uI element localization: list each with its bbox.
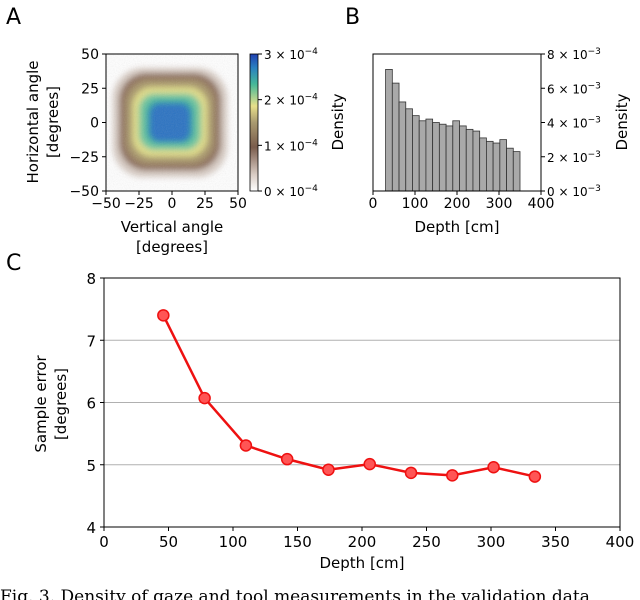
panel-c-xtick-label: 350 bbox=[541, 533, 570, 551]
panel-a-xlabel-unit: [degrees] bbox=[136, 238, 208, 256]
colorbar-tick-label: 3 × 10−4 bbox=[264, 47, 318, 62]
colorbar-ticks: 0 × 10−4 1 × 10−4 2 × 10−4 3 × 10−4 bbox=[258, 47, 318, 199]
panel-c-ytick-label: 5 bbox=[86, 457, 96, 475]
histogram-bar bbox=[472, 130, 481, 192]
panel-c-ylabel: Sample error bbox=[32, 355, 50, 453]
panel-b-ytick-label: 4 × 10−3 bbox=[547, 116, 601, 131]
colorbar-tick-label: 1 × 10−4 bbox=[264, 138, 318, 153]
sample-error-line bbox=[162, 314, 536, 478]
histogram-bar bbox=[438, 123, 447, 192]
sample-error-point bbox=[363, 457, 376, 471]
sample-error-point bbox=[198, 391, 211, 405]
histogram-bar bbox=[465, 128, 474, 192]
sample-error-point bbox=[404, 466, 418, 480]
panel-a-xtick-label: −50 bbox=[91, 196, 121, 212]
histogram-bar bbox=[512, 151, 521, 192]
histogram-bar bbox=[445, 125, 454, 192]
histogram-bar bbox=[418, 120, 427, 192]
panel-b-ytick-label: 6 × 10−3 bbox=[547, 81, 601, 96]
panel-c-gridlines bbox=[104, 339, 620, 466]
sample-error-point bbox=[322, 463, 335, 476]
panel-c-xtick-label: 50 bbox=[159, 533, 178, 551]
panel-a-ytick-label: 50 bbox=[81, 47, 99, 63]
panel-b-ytick-label: 2 × 10−3 bbox=[547, 150, 601, 165]
panel-a-xtick-label: 50 bbox=[229, 196, 247, 212]
panel-b-letter: B bbox=[345, 5, 360, 30]
panel-c-ylabel-unit: [degrees] bbox=[52, 368, 70, 440]
histogram-bar bbox=[499, 139, 507, 192]
panel-b-xtick-label: 200 bbox=[444, 196, 471, 212]
panel-a-xtick-label: −25 bbox=[124, 196, 154, 212]
heatmap-noise bbox=[106, 54, 238, 191]
histogram-bars bbox=[385, 69, 521, 192]
sample-error-point bbox=[446, 469, 459, 482]
panel-b-ytick-label: 8 × 10−3 bbox=[547, 47, 601, 62]
colorbar-tick-label: 0 × 10−4 bbox=[264, 184, 318, 199]
panel-c-axes: 0 50 100 150 200 250 300 350 400 4 5 6 7 8 bbox=[86, 270, 634, 551]
panel-c-xtick-label: 300 bbox=[477, 533, 506, 551]
panel-a-letter: A bbox=[6, 5, 21, 30]
panel-a-ylabel-unit: [degrees] bbox=[44, 86, 62, 158]
panel-a-ytick-label: 25 bbox=[81, 81, 99, 97]
panel-c-ytick-label: 8 bbox=[86, 270, 96, 288]
histogram-bar bbox=[425, 118, 434, 192]
histogram-bar bbox=[405, 108, 413, 192]
figure-caption: Fig. 3. Density of gaze and tool measure… bbox=[0, 587, 590, 600]
panel-b-xtick-label: 400 bbox=[528, 196, 555, 212]
panel-c-xtick-label: 0 bbox=[99, 533, 109, 551]
panel-b-xlabel: Depth [cm] bbox=[414, 218, 499, 236]
sample-error-series bbox=[157, 309, 542, 483]
panel-b-xtick-label: 300 bbox=[486, 196, 513, 212]
panel-a-ytick-label: −25 bbox=[69, 150, 99, 166]
histogram-bar bbox=[391, 82, 400, 192]
panel-c-line-chart: C 0 50 100 150 200 250 300 350 400 4 5 6 7 8 Depth [c… bbox=[6, 251, 634, 572]
histogram-bar bbox=[485, 140, 494, 192]
histogram-bar bbox=[398, 101, 407, 192]
histogram-bar bbox=[492, 142, 501, 192]
panel-a-xtick-label: 0 bbox=[168, 196, 177, 212]
histogram-bar bbox=[432, 122, 440, 192]
panel-a-xtick-label: 25 bbox=[196, 196, 214, 212]
panel-c-xlabel: Depth [cm] bbox=[319, 554, 404, 572]
sample-error-point bbox=[239, 439, 253, 452]
histogram-bar bbox=[385, 69, 393, 192]
panel-b-xtick-label: 0 bbox=[369, 196, 378, 212]
colorbar-tick-label: 2 × 10−4 bbox=[264, 93, 318, 108]
histogram-bar bbox=[412, 115, 420, 192]
panel-c-xtick-label: 400 bbox=[606, 533, 635, 551]
histogram-bar bbox=[506, 147, 514, 192]
panel-c-letter: C bbox=[6, 251, 21, 276]
panel-c-xtick-label: 150 bbox=[283, 533, 312, 551]
panel-a-xlabel: Vertical angle bbox=[121, 218, 224, 236]
panel-b-ylabel: Density bbox=[613, 93, 631, 150]
panel-c-xtick-label: 200 bbox=[348, 533, 377, 551]
colorbar-label: Density bbox=[329, 93, 347, 150]
panel-c-xtick-label: 250 bbox=[412, 533, 441, 551]
colorbar bbox=[249, 53, 259, 192]
panel-c-ytick-label: 6 bbox=[86, 395, 96, 413]
panel-c-xtick-label: 100 bbox=[219, 533, 248, 551]
panel-b-ytick-label: 0 × 10−3 bbox=[547, 184, 601, 199]
histogram-bar bbox=[452, 120, 460, 192]
sample-error-point bbox=[528, 470, 542, 483]
histogram-bar bbox=[479, 137, 487, 192]
panel-a-ytick-label: −50 bbox=[69, 184, 99, 200]
panel-a-ylabel: Horizontal angle bbox=[24, 61, 42, 184]
sample-error-point bbox=[157, 309, 170, 322]
histogram-bar bbox=[459, 125, 467, 192]
panel-b-xtick-label: 100 bbox=[402, 196, 429, 212]
sample-error-point bbox=[487, 460, 500, 474]
sample-error-point bbox=[280, 452, 294, 466]
panel-c-ytick-label: 7 bbox=[86, 332, 96, 350]
panel-c-ytick-label: 4 bbox=[86, 519, 96, 537]
heatmap-area bbox=[106, 54, 238, 191]
panel-a-ytick-label: 0 bbox=[90, 116, 99, 132]
